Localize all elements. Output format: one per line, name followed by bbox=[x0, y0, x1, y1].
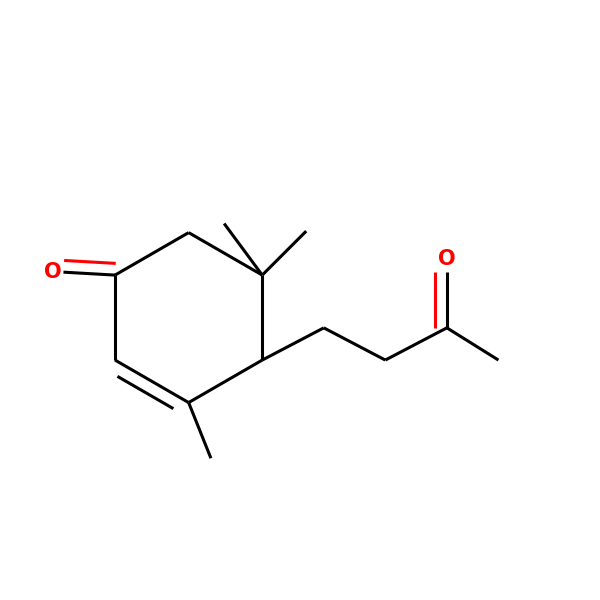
Text: O: O bbox=[438, 249, 455, 269]
Text: O: O bbox=[44, 262, 62, 282]
